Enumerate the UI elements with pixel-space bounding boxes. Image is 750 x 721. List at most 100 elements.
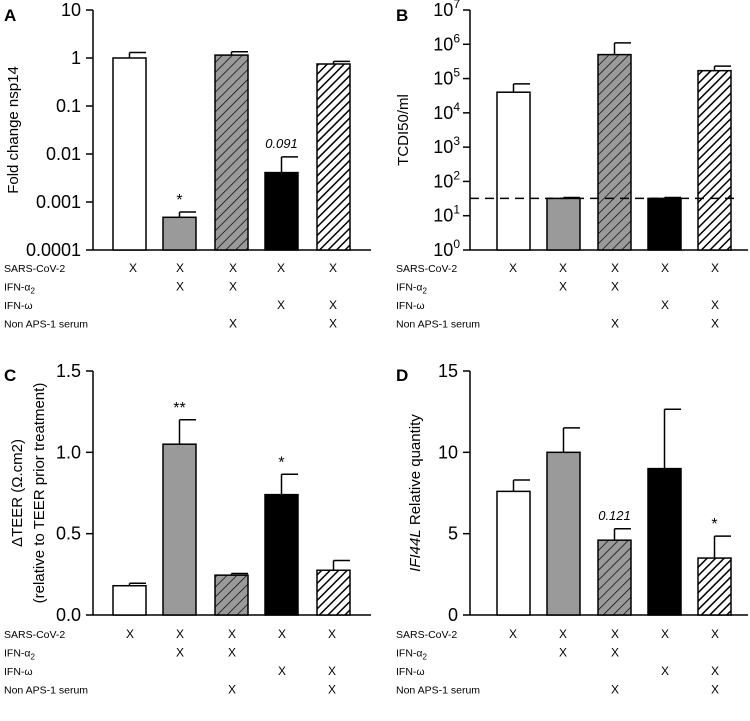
condition-mark-b: X [711, 298, 719, 312]
y-tick-label-d: 5 [448, 524, 458, 544]
y-tick-label-a: 0.01 [46, 144, 81, 164]
y-tick-label-a: 0.0001 [26, 240, 81, 260]
condition-label-d: IFN-ω [396, 666, 425, 678]
bar-c-3 [214, 574, 249, 616]
panel-letter-a: A [4, 6, 16, 25]
y-tick-label-c: 0.5 [56, 524, 81, 544]
bar-a-5 [316, 63, 351, 251]
condition-mark-c: X [278, 627, 286, 641]
bar-c-1 [112, 584, 147, 616]
condition-mark-b: X [711, 317, 719, 331]
y-tick-label-d: 0 [448, 605, 458, 625]
bar-a-2 [162, 216, 197, 251]
bar-b-5 [697, 69, 732, 251]
y-tick-label-d: 15 [438, 361, 458, 381]
condition-mark-d: X [711, 627, 719, 641]
y-tick-label-c: 0.0 [56, 605, 81, 625]
panel-d-chart: D 15 10 5 0 IFI44L Relative quantity 0.121 * SAR… [396, 361, 748, 697]
bar-c-5 [316, 569, 351, 616]
condition-mark-c: X [228, 627, 236, 641]
panel-c-chart: C 1.5 1.0 0.5 0.0 ΔTEER (Ω.cm2) (relative to T… [4, 361, 371, 697]
condition-label-a: SARS-CoV-2 [4, 263, 65, 275]
annotation-a-4: 0.091 [265, 136, 298, 151]
condition-mark-c: X [126, 627, 134, 641]
bar-c-4 [264, 493, 299, 616]
condition-mark-b: X [661, 261, 669, 275]
annotation-d-5: * [711, 516, 717, 533]
condition-mark-c: X [176, 627, 184, 641]
condition-label-d: SARS-CoV-2 [396, 629, 457, 641]
bar-a-4 [264, 171, 299, 251]
bar-d-3 [597, 539, 632, 616]
condition-mark-d: X [559, 646, 567, 660]
condition-mark-b: X [661, 298, 669, 312]
y-axis-label-b: TCDI50/ml [395, 94, 412, 166]
y-axis-label-a: Fold change nsp14 [5, 66, 22, 194]
condition-mark-d: X [611, 627, 619, 641]
condition-mark-a: X [176, 280, 184, 294]
condition-mark-a: X [277, 261, 285, 275]
condition-mark-c: X [228, 646, 236, 660]
bar-a-3 [214, 54, 249, 251]
condition-mark-c: X [176, 646, 184, 660]
condition-mark-d: X [661, 627, 669, 641]
condition-mark-c: X [328, 683, 336, 697]
condition-mark-a: X [229, 280, 237, 294]
condition-mark-a: X [229, 261, 237, 275]
condition-mark-d: X [711, 683, 719, 697]
condition-label-d: IFN-α2 [396, 648, 427, 662]
condition-label-c: SARS-CoV-2 [4, 629, 65, 641]
condition-label-a: IFN-α2 [4, 282, 35, 296]
y-tick-label-a: 0.001 [36, 192, 81, 212]
y-tick-label-a: 1 [71, 48, 81, 68]
y-tick-label-b: 106 [433, 31, 460, 54]
condition-label-b: SARS-CoV-2 [396, 263, 457, 275]
condition-mark-a: X [329, 298, 337, 312]
condition-mark-b: X [611, 317, 619, 331]
condition-mark-d: X [711, 664, 719, 678]
condition-mark-c: X [328, 664, 336, 678]
condition-mark-b: X [711, 261, 719, 275]
annotation-d-3: 0.121 [598, 508, 631, 523]
condition-mark-a: X [329, 317, 337, 331]
bar-b-2 [546, 197, 581, 251]
condition-mark-d: X [509, 627, 517, 641]
bar-b-1 [496, 91, 531, 251]
y-tick-label-b: 105 [433, 66, 460, 89]
y-tick-label-b: 104 [433, 100, 460, 123]
condition-label-c: IFN-ω [4, 666, 33, 678]
y-tick-label-c: 1.0 [56, 442, 81, 462]
condition-mark-a: X [329, 261, 337, 275]
condition-mark-d: X [611, 683, 619, 697]
condition-mark-d: X [661, 664, 669, 678]
bar-b-3 [597, 53, 632, 251]
condition-mark-d: X [559, 627, 567, 641]
condition-label-a: IFN-ω [4, 300, 33, 312]
panel-letter-d: D [396, 366, 408, 385]
bar-d-5 [697, 557, 732, 616]
condition-mark-a: X [129, 261, 137, 275]
condition-label-d: Non APS-1 serum [396, 685, 480, 697]
condition-mark-b: X [559, 261, 567, 275]
y-axis-label-c: ΔTEER (Ω.cm2) [9, 439, 26, 547]
bar-d-4 [647, 467, 682, 616]
y-tick-label-b: 103 [433, 134, 460, 157]
condition-mark-b: X [611, 280, 619, 294]
condition-mark-a: X [277, 298, 285, 312]
condition-mark-c: X [328, 627, 336, 641]
condition-label-c: IFN-α2 [4, 648, 35, 662]
condition-mark-c: X [278, 664, 286, 678]
y-tick-label-c: 1.5 [56, 361, 81, 381]
panel-letter-c: C [4, 366, 16, 385]
condition-label-a: Non APS-1 serum [4, 319, 88, 331]
y-tick-label-b: 100 [433, 237, 460, 260]
y-tick-label-b: 107 [433, 0, 460, 20]
condition-mark-d: X [611, 646, 619, 660]
y-tick-label-b: 102 [433, 168, 460, 191]
annotation-a-2: * [176, 192, 182, 209]
condition-mark-a: X [229, 317, 237, 331]
y-axis-label-sub-c: (relative to TEER prior treatment) [31, 383, 48, 604]
annotation-c-2: ** [173, 400, 185, 417]
bar-c-2 [162, 443, 197, 616]
y-tick-label-a: 0.1 [56, 96, 81, 116]
